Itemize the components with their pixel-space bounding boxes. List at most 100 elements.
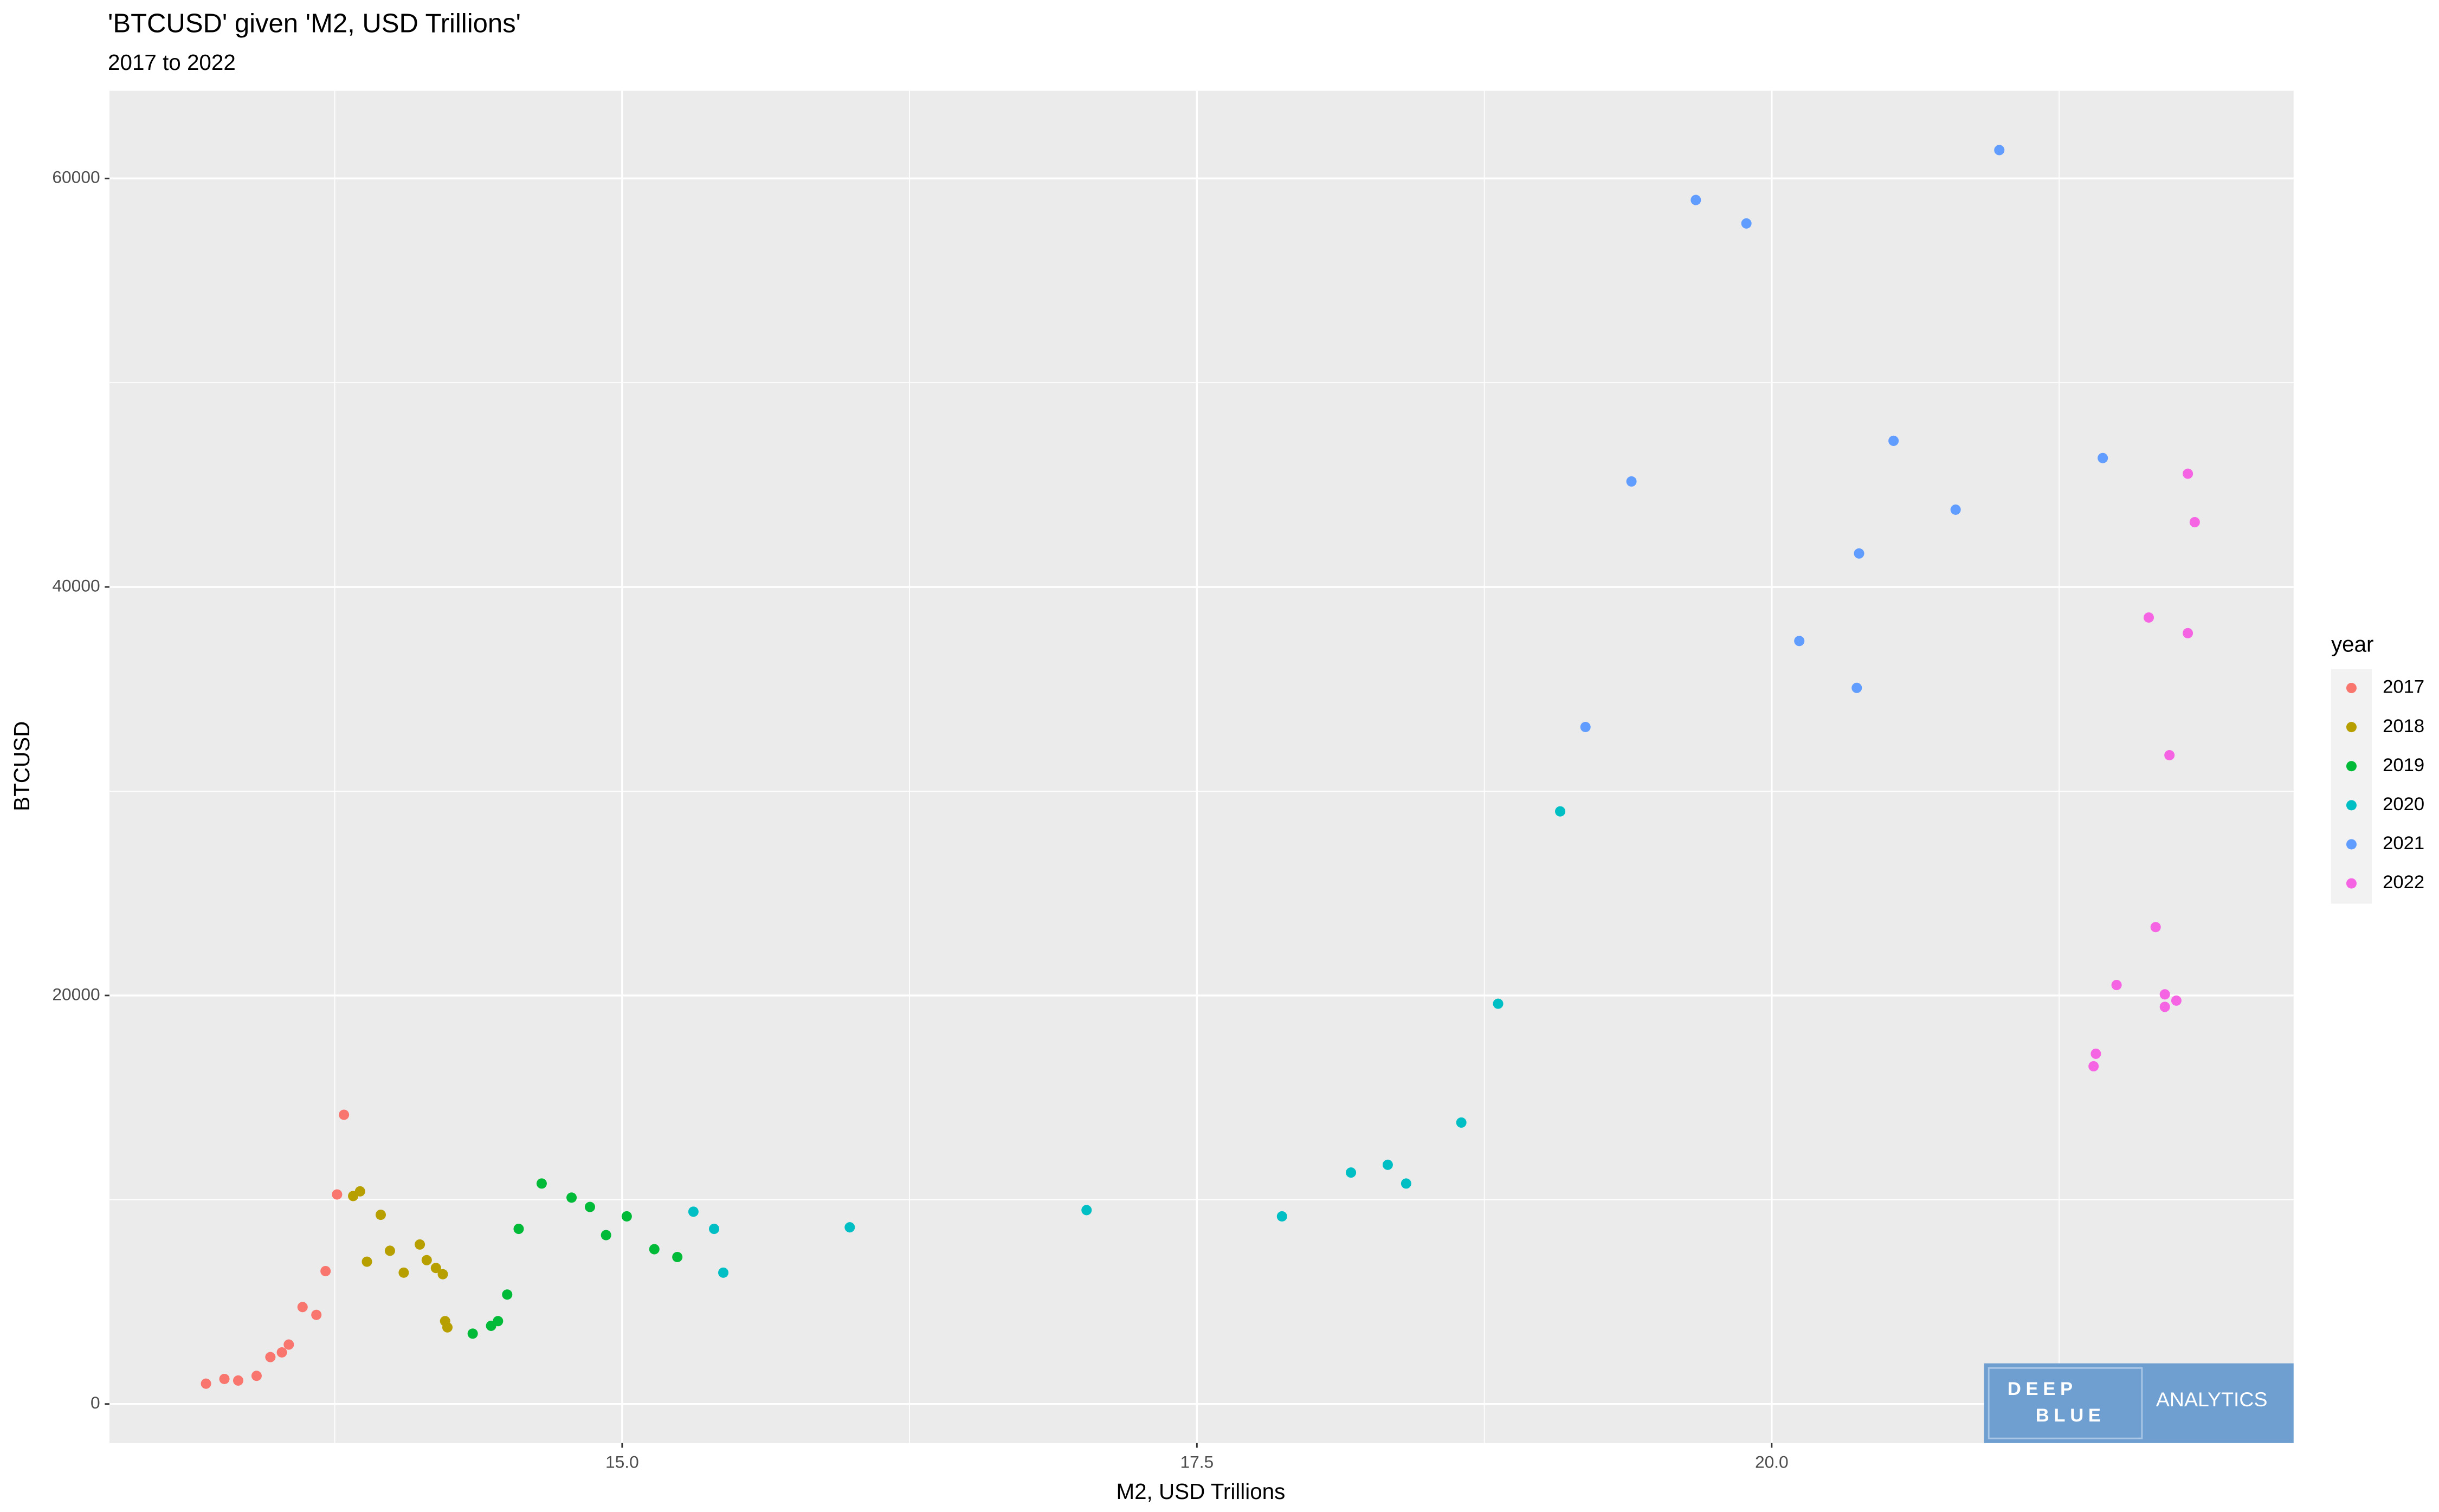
point (2159, 989, 2170, 1000)
point (2088, 1061, 2099, 1072)
x-tick-label: 20.0 (1755, 1452, 1789, 1472)
point (513, 1224, 524, 1235)
grid (109, 91, 2294, 1443)
point (2090, 1048, 2101, 1059)
point (2150, 922, 2161, 933)
point (1854, 548, 1864, 559)
point (219, 1373, 230, 1385)
chart-title: 'BTCUSD' given 'M2, USD Trillions' (108, 9, 521, 38)
point (1741, 218, 1752, 229)
point (502, 1289, 513, 1300)
panel (109, 91, 2294, 1443)
legend-marker (2346, 800, 2357, 811)
legend-label: 2022 (2383, 872, 2424, 893)
legend-title: year (2331, 631, 2374, 656)
logo-frame (1988, 1367, 2143, 1439)
point (283, 1339, 294, 1350)
point (297, 1302, 308, 1313)
legend-marker (2346, 761, 2357, 772)
x-tick-label: 17.5 (1180, 1452, 1214, 1472)
legend-label: 2021 (2383, 833, 2424, 854)
legend-label: 2019 (2383, 755, 2424, 776)
point (1493, 998, 1504, 1009)
axes: 15.0 17.5 20.0 0 20000 40000 60000 (52, 167, 1788, 1472)
point (265, 1352, 276, 1362)
point (2111, 980, 2122, 991)
point (688, 1206, 699, 1217)
point (2098, 453, 2108, 463)
point (649, 1244, 660, 1255)
legend: year 2017 2018 2019 2020 2021 2022 (2331, 631, 2424, 904)
point (1401, 1178, 1411, 1189)
point (430, 1263, 441, 1274)
point (601, 1230, 611, 1240)
point (584, 1201, 595, 1212)
point (1456, 1117, 1467, 1128)
point (2143, 612, 2154, 623)
point (276, 1347, 287, 1358)
point (251, 1371, 262, 1381)
point (1950, 504, 1961, 515)
point (1626, 476, 1637, 487)
logo-line1: DEEP (2008, 1379, 2077, 1399)
point (2159, 1001, 2170, 1012)
point (536, 1178, 547, 1189)
point (2183, 628, 2193, 638)
legend-marker (2346, 683, 2357, 694)
point (1580, 721, 1591, 733)
point (1346, 1167, 1357, 1178)
legend-key-background (2331, 669, 2372, 904)
legend-marker (2346, 839, 2357, 850)
logo: DEEP BLUE ANALYTICS (1984, 1363, 2294, 1443)
legend-label: 2018 (2383, 716, 2424, 736)
point (2183, 468, 2193, 479)
point (1794, 636, 1805, 647)
logo-line2: BLUE (2036, 1405, 2106, 1426)
point (442, 1322, 453, 1333)
point (201, 1378, 211, 1389)
point (718, 1267, 729, 1278)
legend-label: 2017 (2383, 677, 2424, 697)
legend-marker (2346, 878, 2357, 889)
point (2164, 749, 2175, 761)
logo-box (1984, 1363, 2294, 1443)
point (1382, 1159, 1393, 1170)
point (672, 1251, 683, 1263)
y-axis-label: BTCUSD (9, 721, 34, 811)
y-tick-label: 0 (91, 1393, 100, 1412)
y-tick-label: 20000 (52, 984, 100, 1004)
point (437, 1269, 448, 1280)
point (332, 1189, 343, 1200)
point (421, 1255, 432, 1265)
point (1555, 806, 1566, 817)
point (844, 1222, 855, 1233)
point (415, 1239, 425, 1250)
point (311, 1309, 322, 1320)
point (2171, 995, 2182, 1006)
point (2189, 517, 2200, 528)
point (621, 1211, 632, 1222)
point (375, 1210, 386, 1220)
point (1994, 145, 2005, 156)
point (566, 1192, 577, 1203)
point (493, 1316, 504, 1327)
chart-subtitle: 2017 to 2022 (108, 50, 236, 75)
point (233, 1375, 243, 1386)
point (398, 1267, 409, 1278)
points (201, 145, 2200, 1389)
point (362, 1256, 372, 1267)
point (320, 1265, 331, 1276)
y-tick-label: 40000 (52, 576, 100, 595)
point (709, 1224, 720, 1235)
x-tick-label: 15.0 (605, 1452, 639, 1472)
point (1081, 1205, 1092, 1216)
point (384, 1245, 395, 1256)
point (1888, 435, 1899, 446)
point (339, 1109, 350, 1120)
point (1851, 682, 1862, 693)
logo-text: ANALYTICS (2156, 1388, 2268, 1411)
x-axis-label: M2, USD Trillions (1116, 1479, 1285, 1504)
